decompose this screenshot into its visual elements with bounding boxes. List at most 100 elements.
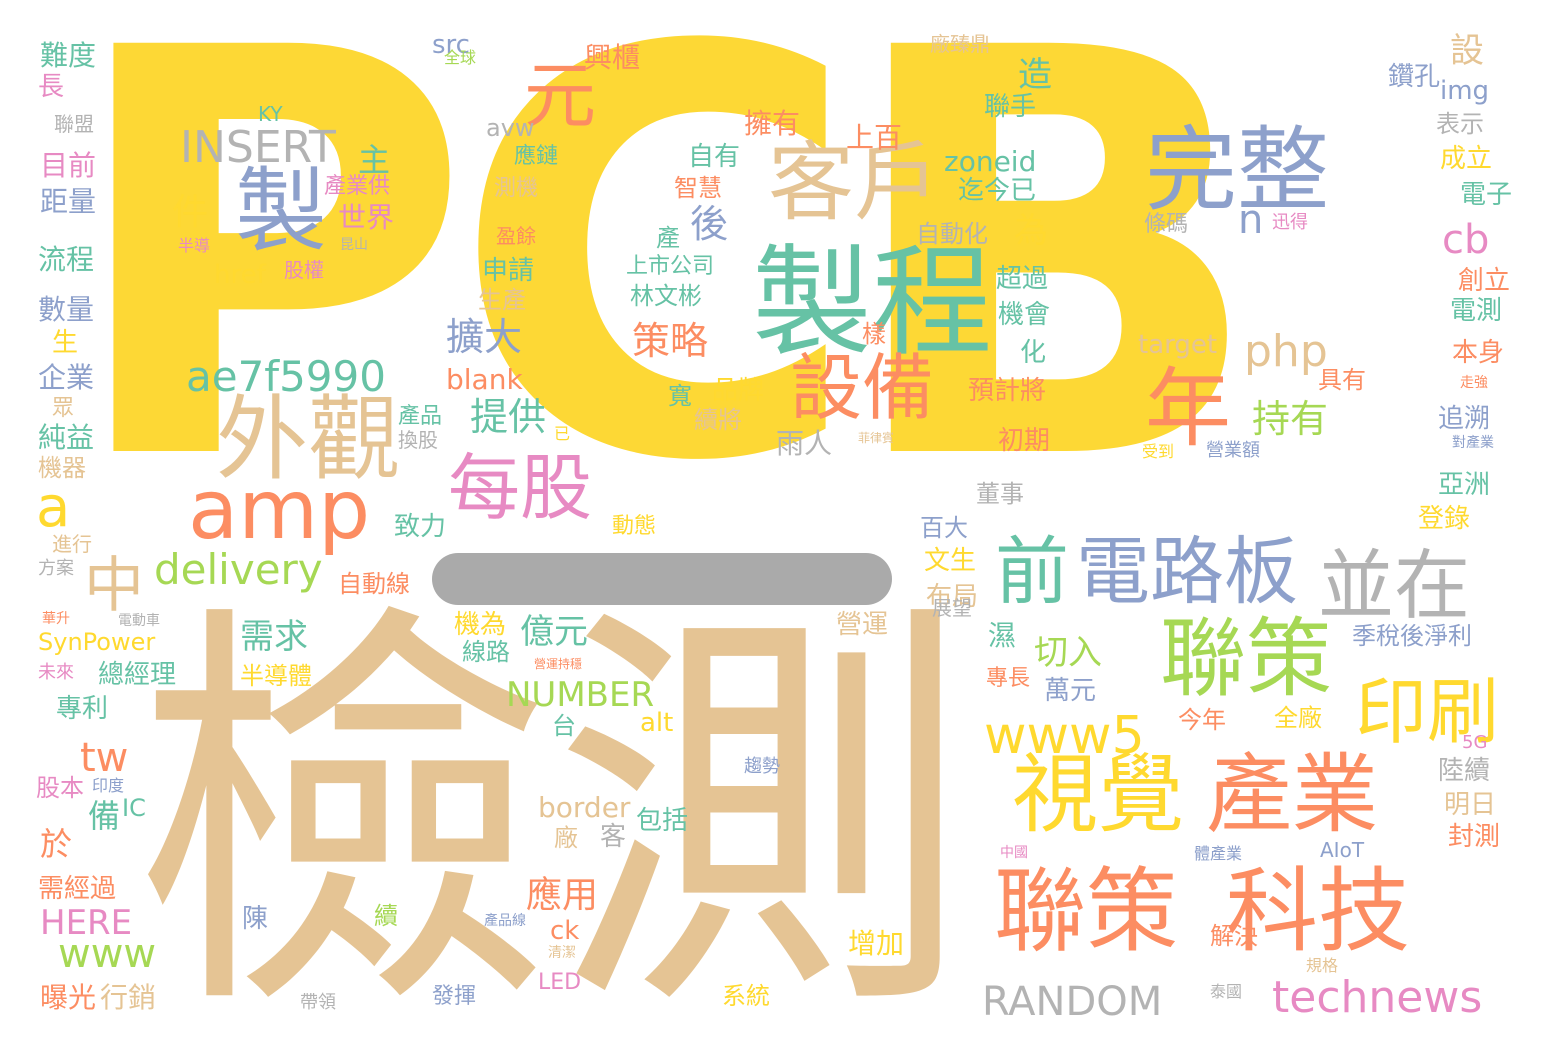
- word: 營運: [836, 610, 889, 640]
- word: border: [538, 791, 631, 824]
- word: 布局: [926, 582, 979, 612]
- word: 擁有: [744, 107, 801, 140]
- word: 興櫃: [584, 41, 641, 74]
- word: 換股: [398, 428, 438, 452]
- word: 件: [172, 192, 209, 233]
- word: 封測: [1448, 822, 1501, 852]
- word: 切入: [1034, 633, 1102, 673]
- word: 盈餘: [496, 224, 536, 248]
- word: delivery: [154, 545, 323, 594]
- word: 創立: [1458, 266, 1511, 296]
- word: 超過: [996, 264, 1049, 294]
- word: 數量: [38, 293, 95, 326]
- word: 聯策: [1160, 609, 1332, 709]
- word: amp: [188, 463, 371, 558]
- word: 聯盟: [54, 112, 94, 136]
- word: 迅得: [1272, 212, 1308, 233]
- word: 全廠: [1274, 704, 1322, 732]
- word: 產品線: [484, 913, 526, 929]
- word: 需經過: [38, 874, 117, 904]
- word: ck: [550, 916, 580, 946]
- word: 自動線: [338, 570, 410, 598]
- word: 品牌: [712, 376, 765, 406]
- word: 難度: [40, 39, 97, 72]
- word: technews: [1272, 972, 1483, 1023]
- word-pcb: PCB: [62, 0, 1266, 584]
- word: 趨勢: [744, 756, 780, 777]
- word: 產: [656, 224, 680, 252]
- word: 雨人: [776, 427, 833, 460]
- word: 帶領: [300, 992, 336, 1013]
- word: zoneid: [944, 145, 1037, 178]
- word: INSERT: [180, 122, 336, 173]
- word: 造: [1018, 55, 1052, 95]
- word: 董事: [976, 480, 1024, 508]
- word: 今年: [1178, 706, 1226, 734]
- word: 發揮: [432, 984, 477, 1009]
- word: 化: [1020, 338, 1047, 368]
- word: target: [1138, 330, 1218, 360]
- word: 對產業: [1452, 435, 1494, 451]
- word: 全球: [444, 48, 477, 67]
- word: SynPower: [38, 628, 156, 656]
- word: 展望: [932, 596, 972, 620]
- word: 完整: [1145, 117, 1330, 224]
- word: 百大: [920, 514, 968, 542]
- word: 目前: [40, 149, 97, 182]
- word: 致力: [394, 512, 447, 542]
- word: 進行: [52, 532, 92, 556]
- word: 流程: [38, 243, 95, 276]
- word: 解決: [1210, 922, 1258, 950]
- word: 走強: [1460, 375, 1488, 391]
- word: 距量: [40, 185, 97, 218]
- word: 增加: [848, 927, 905, 960]
- word: 客: [600, 822, 627, 852]
- word: 具有: [1318, 366, 1366, 394]
- word: href: [214, 260, 266, 290]
- word: 廠臻鼎: [930, 32, 990, 56]
- word: 元: [524, 54, 597, 138]
- word: 初期: [998, 426, 1051, 456]
- word: 昆山: [340, 237, 368, 253]
- word: 自動化: [916, 220, 988, 248]
- word: 科技: [1226, 858, 1411, 965]
- word: 陳: [242, 904, 269, 934]
- word: 線路: [462, 638, 510, 666]
- word: 億元: [520, 612, 588, 652]
- word: 股權: [284, 258, 324, 282]
- word: 中國: [1000, 845, 1028, 861]
- word: 機會: [998, 300, 1051, 330]
- word: 廠: [554, 824, 578, 852]
- word: 年: [1145, 359, 1231, 459]
- word: 擴大: [446, 315, 523, 359]
- word: 製: [235, 158, 328, 265]
- word: 後: [690, 202, 729, 246]
- word: 需求: [240, 617, 308, 657]
- word: 受到: [1142, 442, 1175, 461]
- word: RANDOM: [982, 979, 1163, 1025]
- dash-shape: [432, 553, 892, 605]
- word: 聯手: [984, 92, 1037, 122]
- word: img: [1440, 76, 1490, 106]
- word: 每股: [448, 446, 593, 530]
- word: 純益: [38, 421, 95, 454]
- word: 登錄: [1418, 504, 1471, 534]
- word: 持有: [1252, 397, 1329, 441]
- word: 產業: [1206, 745, 1378, 845]
- word: 包括: [636, 806, 689, 836]
- word: 條碼: [1144, 212, 1189, 237]
- word-jiance: 檢測: [132, 573, 972, 1052]
- word: 半導體: [240, 662, 312, 690]
- word: 長: [38, 72, 65, 102]
- word: LED: [538, 970, 582, 995]
- word: 生產: [478, 286, 526, 314]
- word: KY: [258, 102, 283, 126]
- word: 續將: [694, 406, 742, 434]
- word: tw: [80, 735, 129, 781]
- word: 中: [84, 551, 144, 621]
- word: 電動車: [118, 613, 160, 629]
- word: www: [58, 931, 157, 977]
- word: 策略: [632, 319, 709, 363]
- word: 並在: [1318, 541, 1470, 630]
- word: 清潔: [548, 945, 576, 961]
